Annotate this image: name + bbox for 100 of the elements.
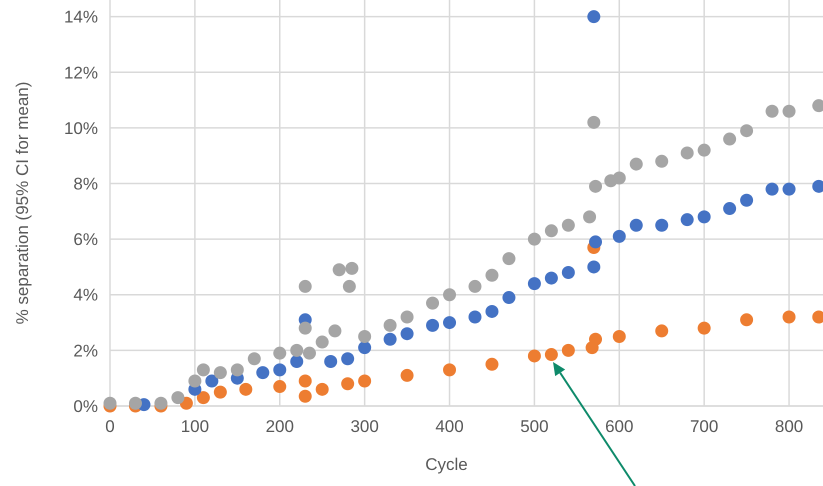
point: [426, 318, 440, 332]
x-tick-label: 200: [266, 417, 294, 436]
point: [341, 377, 354, 390]
x-tick-label: 800: [774, 417, 804, 436]
point: [298, 280, 312, 293]
point: [214, 366, 227, 380]
point: [290, 355, 304, 368]
point: [248, 352, 261, 366]
point: [196, 363, 210, 376]
point: [655, 218, 668, 232]
point: [400, 310, 414, 324]
point: [104, 396, 116, 410]
point: [273, 363, 286, 376]
point: [358, 330, 372, 343]
x-tick-label: 0: [105, 417, 115, 436]
point: [740, 313, 754, 326]
point: [290, 344, 304, 357]
point: [328, 324, 342, 338]
y-tick-label: 8%: [73, 174, 98, 194]
point: [485, 304, 498, 318]
point: [298, 322, 312, 335]
point: [587, 10, 600, 24]
point: [528, 349, 541, 362]
y-tick-label: 4%: [73, 286, 98, 305]
point: [766, 182, 779, 196]
point: [630, 218, 643, 232]
point: [782, 310, 796, 324]
point: [154, 396, 168, 410]
point: [230, 363, 244, 376]
x-tick-label: 600: [605, 417, 634, 436]
point: [528, 277, 541, 290]
point: [544, 348, 558, 362]
point: [612, 230, 626, 243]
point: [587, 260, 600, 274]
point: [587, 116, 600, 129]
y-tick-label: 6%: [73, 230, 98, 250]
point: [358, 341, 372, 354]
point: [589, 180, 602, 193]
point: [196, 391, 210, 404]
point: [562, 266, 575, 280]
point: [655, 154, 668, 168]
point: [273, 346, 286, 360]
point: [544, 224, 558, 238]
point: [188, 374, 202, 388]
point: [723, 202, 736, 216]
point: [384, 318, 397, 332]
point: [589, 332, 602, 346]
point: [680, 213, 694, 226]
point: [426, 296, 440, 310]
point: [782, 182, 796, 196]
point: [485, 358, 498, 371]
point: [171, 391, 184, 404]
point: [698, 210, 711, 224]
point: [205, 374, 218, 388]
point: [341, 352, 354, 366]
point: [544, 272, 558, 285]
x-tick-label: 300: [350, 417, 379, 436]
y-tick-label: 0%: [73, 396, 98, 416]
point: [316, 382, 329, 396]
x-tick-label: 700: [690, 417, 718, 436]
point: [782, 104, 796, 118]
point: [655, 324, 668, 338]
point: [324, 355, 338, 368]
point: [583, 210, 596, 224]
point: [358, 374, 372, 388]
point: [332, 263, 346, 276]
point: [502, 291, 516, 304]
point: [302, 346, 316, 360]
point: [468, 310, 482, 324]
point: [400, 368, 414, 382]
point: [766, 104, 779, 118]
point: [502, 252, 516, 266]
x-tick-label: 400: [435, 417, 464, 436]
point: [723, 132, 736, 146]
point: [298, 390, 312, 403]
y-tick-label: 14%: [64, 8, 98, 27]
point: [443, 363, 456, 376]
point: [740, 124, 754, 138]
y-tick-label: 12%: [64, 63, 98, 82]
point: [562, 344, 575, 357]
point: [273, 380, 286, 394]
point: [128, 396, 142, 410]
point: [528, 232, 541, 246]
y-tick-label: 2%: [73, 341, 98, 360]
x-axis-title: Cycle: [425, 455, 468, 474]
y-tick-label: 10%: [64, 118, 98, 138]
point: [400, 327, 414, 340]
point: [345, 262, 358, 275]
x-tick-label: 100: [180, 417, 210, 436]
point: [468, 280, 482, 293]
point: [630, 158, 643, 171]
point: [384, 332, 397, 346]
point: [740, 194, 754, 207]
point: [562, 218, 575, 232]
point: [485, 268, 498, 282]
point: [612, 171, 626, 184]
point: [298, 374, 312, 388]
point: [342, 280, 356, 293]
point: [589, 235, 602, 248]
point: [443, 288, 456, 302]
